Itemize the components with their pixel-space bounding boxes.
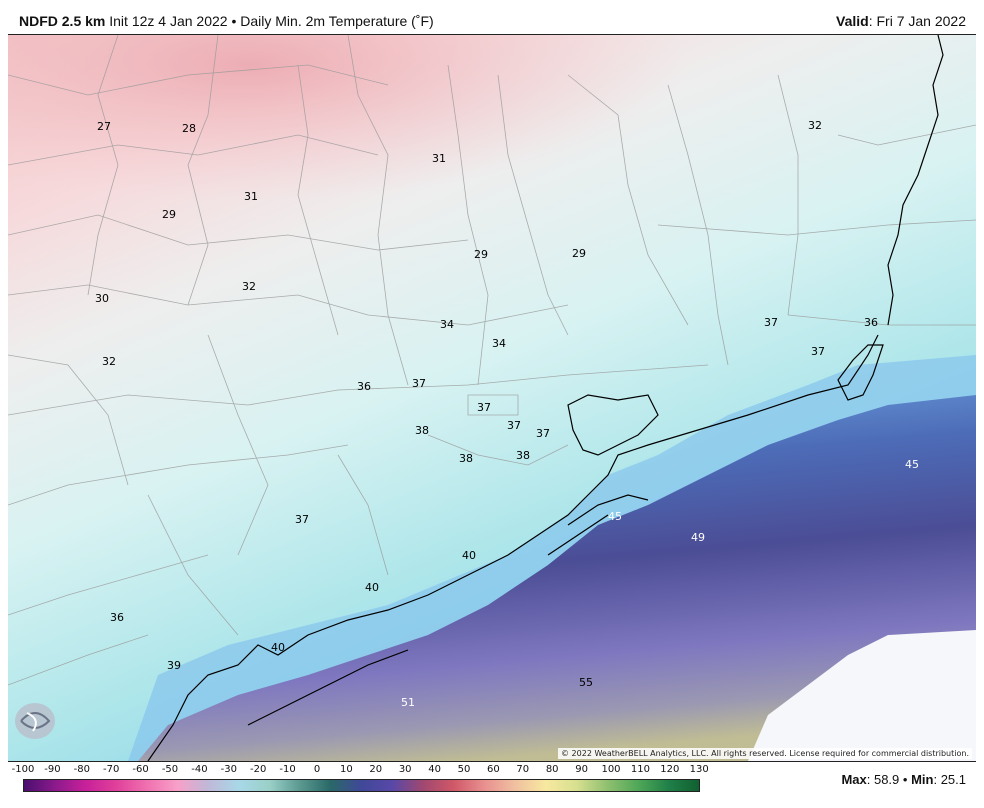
colorbar-tick-label: -10 bbox=[279, 764, 296, 775]
temp-label: 40 bbox=[271, 641, 285, 654]
temp-label: 40 bbox=[365, 581, 379, 594]
temperature-map[interactable]: 27 28 31 32 31 29 29 29 30 32 34 34 37 3… bbox=[8, 34, 976, 762]
colorbar-tick-label: 90 bbox=[575, 764, 588, 775]
temp-label: 27 bbox=[97, 120, 111, 133]
temp-label: 30 bbox=[95, 292, 109, 305]
model-name: NDFD 2.5 km bbox=[19, 13, 106, 29]
valid-date: : Fri 7 Jan 2022 bbox=[868, 13, 966, 29]
temp-label: 34 bbox=[440, 318, 454, 331]
temp-label: 32 bbox=[102, 355, 116, 368]
temp-label: 37 bbox=[507, 419, 521, 432]
temp-label: 32 bbox=[242, 280, 256, 293]
temp-label: 37 bbox=[477, 401, 491, 414]
colorbar-tick-label: -20 bbox=[250, 764, 267, 775]
colorbar-tick-label: 40 bbox=[428, 764, 441, 775]
temp-label: 31 bbox=[432, 152, 446, 165]
min-label: Min bbox=[911, 772, 934, 787]
colorbar-tick-label: 70 bbox=[516, 764, 530, 775]
map-header: NDFD 2.5 km Init 12z 4 Jan 2022 • Daily … bbox=[0, 0, 984, 34]
temp-label: 38 bbox=[415, 424, 429, 437]
colorbar-scale bbox=[23, 779, 700, 792]
coastline bbox=[147, 35, 944, 761]
colorbar-tick-label: -40 bbox=[191, 764, 208, 775]
temp-label: 29 bbox=[162, 208, 176, 221]
temp-label: 37 bbox=[412, 377, 426, 390]
init-time: Init 12z 4 Jan 2022 bbox=[109, 13, 228, 29]
temp-label: 38 bbox=[459, 452, 473, 465]
temp-label: 37 bbox=[536, 427, 550, 440]
valid-label: Valid bbox=[836, 13, 869, 29]
weatherbell-logo bbox=[13, 699, 103, 743]
colorbar-tick-label: -30 bbox=[220, 764, 237, 775]
logo-graphic bbox=[15, 703, 55, 739]
gulf-water bbox=[138, 395, 976, 761]
colorbar-tick-label: 0 bbox=[313, 764, 321, 775]
temp-label: 29 bbox=[572, 247, 586, 260]
valid-time: Valid: Fri 7 Jan 2022 bbox=[836, 13, 966, 29]
maxmin-bullet: • bbox=[902, 772, 908, 787]
colorbar-tick-label: 20 bbox=[369, 764, 383, 775]
temp-label: 36 bbox=[110, 611, 124, 624]
colorbar-tick-label: -80 bbox=[73, 764, 90, 775]
temp-label: 34 bbox=[492, 337, 506, 350]
colorbar: -100 -90 -80 -70 -60 -50 -40 -30 -20 -10 0 10 20 30 40… bbox=[0, 760, 984, 808]
temp-label: 36 bbox=[864, 316, 878, 329]
temp-label: 28 bbox=[182, 122, 196, 135]
colorbar-tick-label: -90 bbox=[44, 764, 61, 775]
no-data-area bbox=[748, 630, 976, 761]
colorbar-tick-label: -100 bbox=[11, 764, 35, 775]
max-min-readout: Max: 58.9 • Min: 25.1 bbox=[841, 772, 966, 787]
temp-label: 31 bbox=[244, 190, 258, 203]
colorbar-tick-label: 10 bbox=[340, 764, 353, 775]
temp-label: 39 bbox=[167, 659, 181, 672]
temp-label: 40 bbox=[462, 549, 476, 562]
colorbar-tick-label: 50 bbox=[457, 764, 471, 775]
temp-label: 37 bbox=[811, 345, 825, 358]
colorbar-tick-label: 30 bbox=[398, 764, 412, 775]
colorbar-ticks: -100 -90 -80 -70 -60 -50 -40 -30 -20 -10 0 10 20 30 40… bbox=[12, 764, 712, 778]
temp-label: 45 bbox=[905, 458, 919, 471]
min-value: : 25.1 bbox=[933, 772, 966, 787]
cold-shading bbox=[8, 35, 976, 335]
product-name: Daily Min. 2m Temperature (˚F) bbox=[240, 13, 434, 29]
colorbar-tick-label: -50 bbox=[161, 764, 179, 775]
temperature-labels: 27 28 31 32 31 29 29 29 30 32 34 34 37 3… bbox=[95, 119, 919, 709]
temp-label: 37 bbox=[295, 513, 309, 526]
temp-label: 45 bbox=[608, 510, 622, 523]
colorbar-tick-label: 100 bbox=[601, 764, 621, 775]
temp-label: 36 bbox=[357, 380, 371, 393]
colorbar-tick-label: 60 bbox=[487, 764, 500, 775]
colorbar-tick-label: 80 bbox=[545, 764, 559, 775]
colorbar-tick-label: 110 bbox=[630, 764, 650, 775]
temp-label: 29 bbox=[474, 248, 488, 261]
temp-label: 49 bbox=[691, 531, 705, 544]
temp-label: 51 bbox=[401, 696, 415, 709]
title-bullet: • bbox=[231, 13, 237, 29]
colorbar-tick-label: -70 bbox=[103, 764, 120, 775]
max-value: : 58.9 bbox=[866, 772, 900, 787]
copyright-notice: © 2022 WeatherBELL Analytics, LLC. All r… bbox=[558, 748, 972, 759]
temp-label: 32 bbox=[808, 119, 822, 132]
temp-label: 37 bbox=[764, 316, 778, 329]
colorbar-tick-label: 120 bbox=[660, 764, 680, 775]
max-label: Max bbox=[841, 772, 867, 787]
temp-label: 38 bbox=[516, 449, 530, 462]
colorbar-tick-label: 130 bbox=[689, 764, 709, 775]
county-lines bbox=[8, 35, 976, 686]
map-title: NDFD 2.5 km Init 12z 4 Jan 2022 • Daily … bbox=[19, 13, 434, 29]
map-canvas: 27 28 31 32 31 29 29 29 30 32 34 34 37 3… bbox=[8, 35, 976, 761]
colorbar-tick-label: -60 bbox=[132, 764, 149, 775]
temp-label: 55 bbox=[579, 676, 593, 689]
